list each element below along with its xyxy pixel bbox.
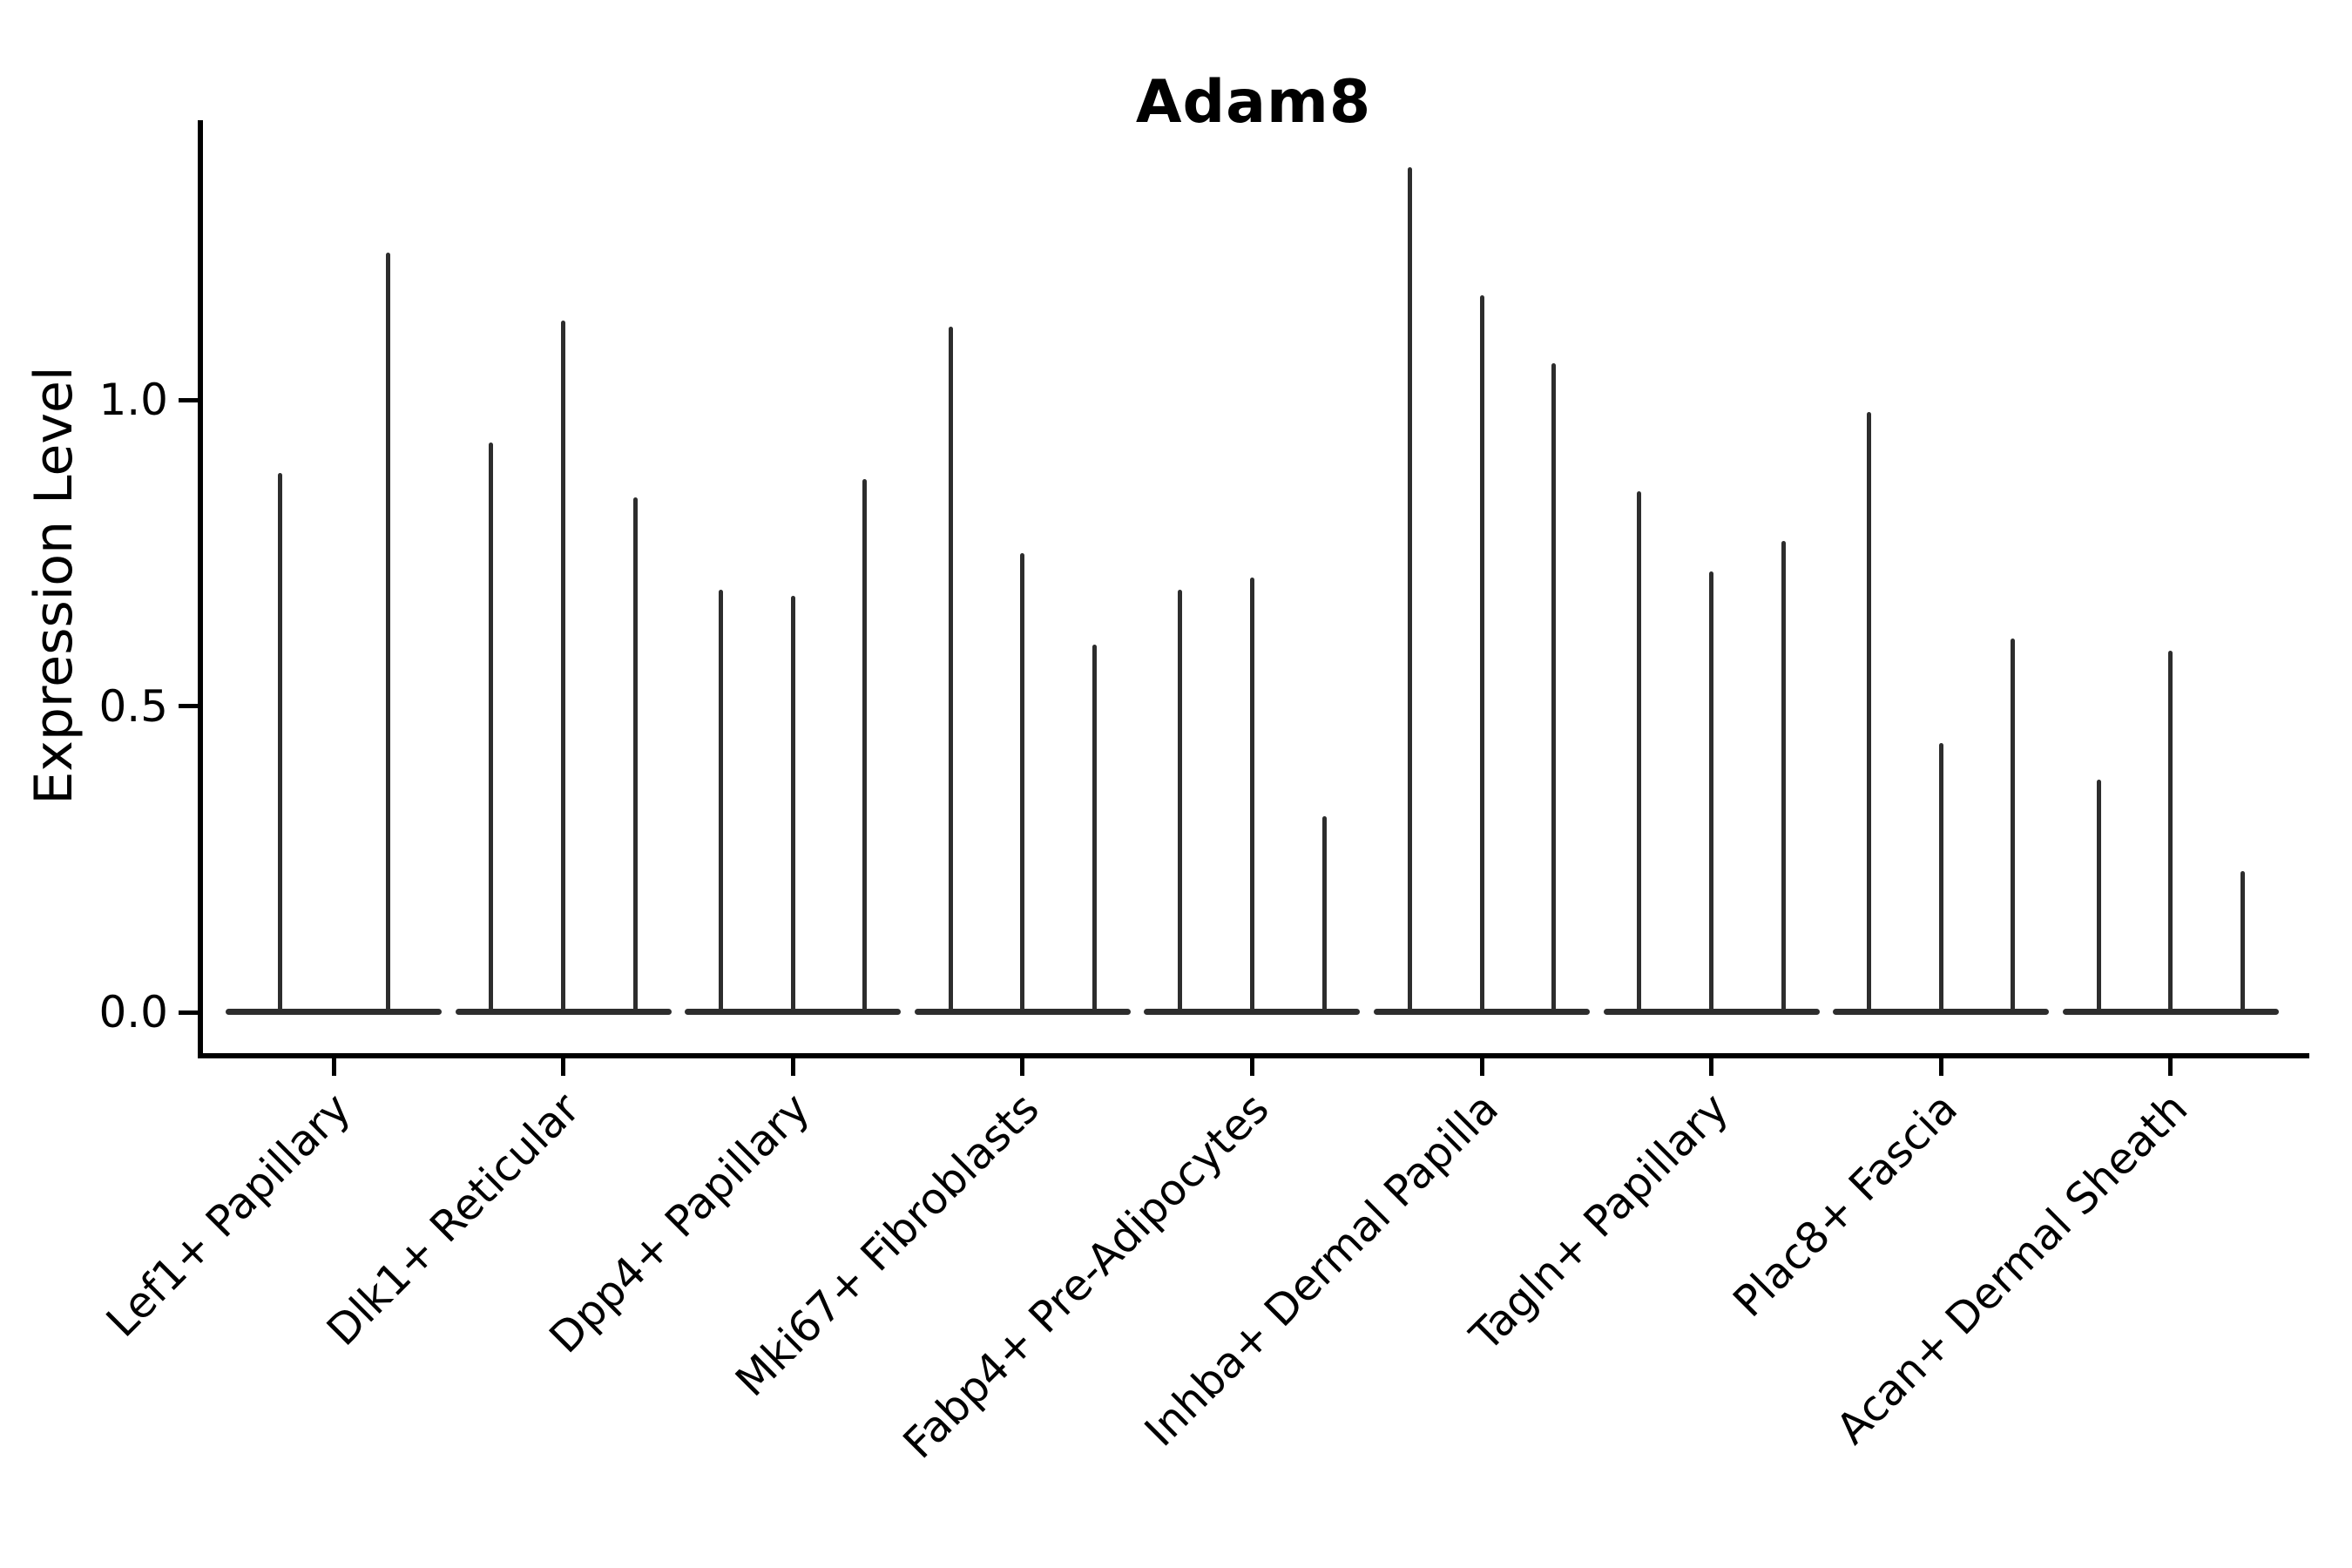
x-tick-mark <box>790 1053 795 1076</box>
violin <box>1551 362 1557 1015</box>
violin <box>1637 491 1642 1015</box>
violin <box>1709 571 1714 1015</box>
x-tick-mark <box>1709 1053 1714 1076</box>
x-tick-mark <box>2168 1053 2173 1076</box>
violin-baseline <box>226 1009 442 1015</box>
violin <box>2240 871 2245 1015</box>
violin <box>1479 295 1484 1015</box>
violin <box>489 443 494 1015</box>
y-axis-spine <box>198 120 203 1058</box>
violin <box>1867 412 1872 1015</box>
violin <box>2096 779 2101 1015</box>
violin <box>2011 639 2016 1015</box>
violin <box>1020 552 1025 1015</box>
violin <box>862 479 868 1015</box>
violin <box>632 497 638 1015</box>
x-tick-mark <box>1938 1053 1943 1076</box>
y-tick-mark <box>179 704 198 708</box>
x-tick-mark <box>331 1053 336 1076</box>
violin <box>561 320 566 1015</box>
y-tick-label: 1.0 <box>98 375 168 425</box>
violin <box>1249 577 1254 1015</box>
x-tick-mark <box>1249 1053 1254 1076</box>
y-tick-label: 0.5 <box>98 680 168 732</box>
violin <box>385 253 390 1015</box>
violin <box>1321 816 1327 1015</box>
violin <box>1407 166 1412 1015</box>
violin <box>2168 651 2173 1015</box>
violin <box>1092 645 1097 1015</box>
violin <box>1938 742 1943 1015</box>
violin <box>1781 540 1786 1015</box>
y-tick-mark <box>179 397 198 402</box>
x-tick-label: Acan+ Dermal Sheath <box>0 1084 2197 1454</box>
x-tick-mark <box>1479 1053 1484 1076</box>
y-tick-label: 0.0 <box>98 987 168 1037</box>
violin <box>277 473 282 1015</box>
chart-title: Adam8 <box>1135 68 1372 137</box>
violin <box>719 589 724 1015</box>
x-tick-mark <box>561 1053 566 1076</box>
y-axis-label: Expression Level <box>24 366 84 805</box>
violin <box>790 595 795 1015</box>
y-tick-mark <box>179 1010 198 1015</box>
violin <box>1178 589 1183 1015</box>
violin <box>948 326 953 1015</box>
x-tick-mark <box>1020 1053 1025 1076</box>
